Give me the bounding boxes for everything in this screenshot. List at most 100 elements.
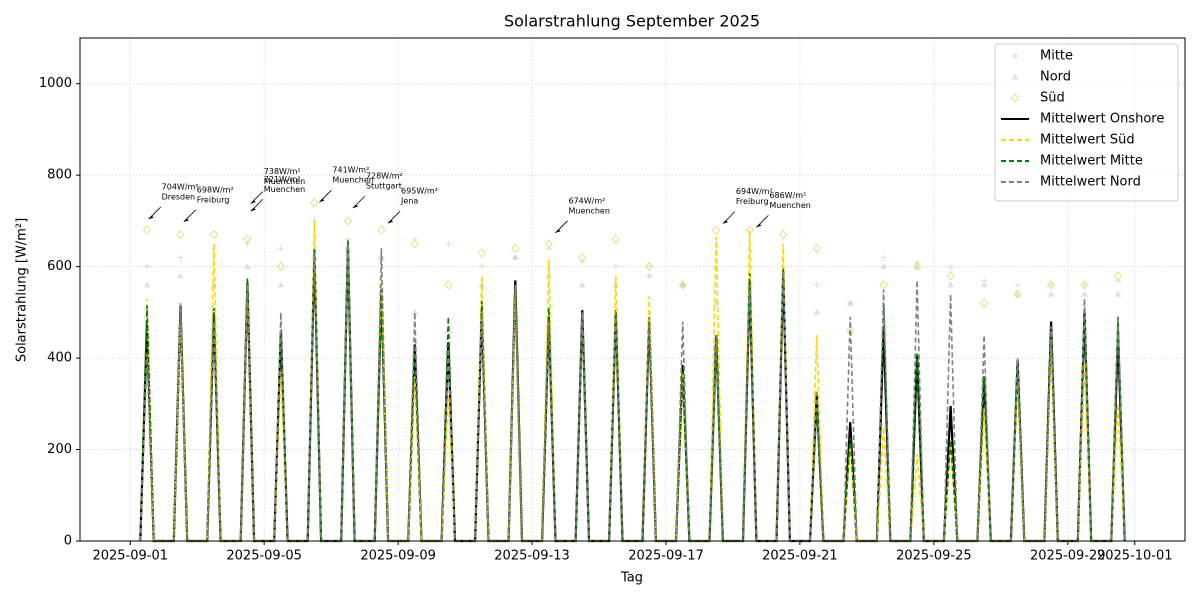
scatter-point [411,308,419,315]
scatter-point [477,248,486,258]
legend-marker [1012,53,1018,59]
legend-label: Süd [1040,91,1065,106]
scatter-point [478,263,485,270]
annotation-arrowhead [250,207,256,212]
x-tick-label: 2025-09-09 [360,549,436,564]
annotation-place: Freiburg [197,195,230,204]
scatter-point [210,281,218,288]
annotation-arrowhead [388,219,394,224]
legend-marker [1010,93,1020,103]
annotation-arrowhead [183,218,189,222]
scatter-point [1081,290,1089,297]
scatter-point [1048,281,1055,288]
scatter-point [1047,290,1055,297]
scatter-point [243,263,251,270]
legend-box [994,43,1179,202]
legend-label: Mittelwert Nord [1040,175,1141,190]
scatter-point [277,281,285,288]
annotation-place: Muenchen [769,201,810,210]
legend-label: Mittelwert Mitte [1040,154,1143,169]
scatter-point [980,281,988,288]
scatter-point [511,243,520,254]
scatter-point [1014,290,1022,297]
y-tick-label: 800 [47,168,72,183]
legend-label: Mittelwert Onshore [1040,112,1164,127]
scatter-point [1046,280,1056,290]
scatter-point [343,216,353,226]
scatter-point [377,225,386,235]
annotation-place: Muenchen [332,176,373,185]
annotation-text: 741W/m² [332,166,369,175]
scatter-point [912,261,922,272]
scatter-point [879,280,888,290]
scatter-point [410,239,420,249]
legend-label: Mitte [1040,49,1073,64]
annotation-text: 674W/m² [568,196,605,205]
line-series [139,239,1126,542]
y-tick-label: 0 [64,534,72,549]
annotation-text: 721W/m² [264,175,301,184]
scatter-point [445,240,452,247]
scatter-point [947,281,955,288]
scatter-point [880,254,887,261]
annotation-arrowhead [148,215,154,220]
y-tick-label: 600 [47,259,72,274]
scatter-point [645,272,653,279]
scatter-point [176,229,185,240]
scatter-point [612,263,619,270]
scatter-point [177,254,184,261]
scatter-point [1081,281,1088,288]
scatter-point [1114,290,1122,297]
y-tick-label: 400 [47,351,72,366]
scatter-point [176,272,184,279]
x-tick-label: 2025-09-21 [762,549,838,564]
annotation-text: 686W/m² [769,191,806,200]
annotation-arrowhead [722,220,728,224]
annotation-arrowhead [555,229,561,233]
scatter-point [1080,280,1089,290]
scatter-point [946,271,955,281]
scatter-point [512,254,519,261]
scatter-point [979,298,989,308]
scatter-point [846,299,854,306]
annotation-place: Dresden [162,193,195,202]
annotation-text: 694W/m² [736,187,773,196]
chart-title: Solarstrahlung September 2025 [504,12,760,31]
line-series [139,243,1126,542]
scatter-point [812,243,821,254]
x-tick-label: 2025-09-25 [896,549,972,564]
scatter-point [276,261,286,272]
scatter-point [143,263,150,270]
scatter-point [679,281,687,288]
scatter-point [678,280,687,290]
x-tick-label: 2025-09-17 [628,549,704,564]
annotation-arrowhead [352,204,358,209]
scatter-point [913,263,921,270]
scatter-point [511,253,519,260]
annotation-arrowhead [319,198,325,203]
annotation-text: 695W/m² [401,187,438,196]
scatter-point [277,245,284,252]
x-tick-label: 2025-09-13 [494,549,570,564]
scatter-point [444,280,453,290]
scatter-point [813,281,820,288]
x-tick-label: 2025-09-05 [226,549,302,564]
scatter-point [544,239,553,249]
annotation-text: 738W/m² [264,167,301,176]
scatter-point [947,263,954,270]
scatter-point [646,263,653,270]
line-series [139,246,1126,543]
annotation-place: Stuttgart [366,182,402,191]
line-series [139,220,1126,542]
annotation-arrowhead [250,200,256,204]
x-tick-label: 2025-10-01 [1097,549,1173,564]
y-tick-label: 200 [47,442,72,457]
scatter-point [712,299,720,306]
x-tick-label: 2025-09-01 [92,549,168,564]
y-axis-label: Solarstrahlung [W/m²] [15,218,30,362]
scatter-point [1013,289,1022,299]
scatter-point [712,225,721,235]
scatter-point [645,261,654,272]
scatter-point [779,229,788,240]
annotation-text: 704W/m² [162,183,199,192]
